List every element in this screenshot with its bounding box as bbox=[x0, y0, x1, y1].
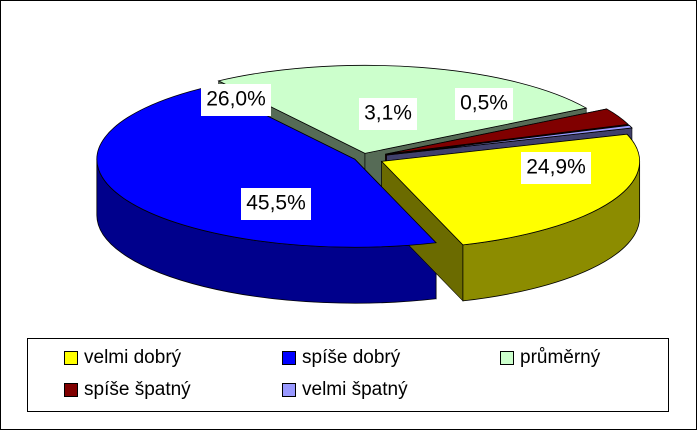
data-label: 0,5% bbox=[455, 88, 513, 120]
legend-swatch bbox=[64, 383, 78, 397]
svg-text:45,5%: 45,5% bbox=[246, 192, 306, 215]
legend-label: velmi špatný bbox=[302, 379, 408, 400]
legend-swatch bbox=[500, 351, 514, 365]
data-label: 3,1% bbox=[359, 98, 417, 130]
legend-label: spíše dobrý bbox=[302, 347, 401, 368]
legend-item-velmi-spatny: velmi špatný bbox=[282, 379, 408, 401]
legend-item-prumerny: průměrný bbox=[500, 347, 600, 369]
legend-swatch bbox=[64, 351, 78, 365]
svg-text:26,0%: 26,0% bbox=[206, 88, 266, 111]
data-label: 26,0% bbox=[201, 84, 271, 116]
pie-chart: 24,9% 45,5% 26,0% 3,1% 0,5% bbox=[96, 64, 641, 304]
data-label: 24,9% bbox=[521, 152, 591, 184]
pie-slice bbox=[385, 108, 630, 155]
pie-slice bbox=[386, 124, 633, 156]
legend-label: průměrný bbox=[520, 347, 601, 368]
legend-label: velmi dobrý bbox=[84, 347, 182, 368]
pie-slice bbox=[96, 86, 437, 248]
svg-text:0,5%: 0,5% bbox=[460, 92, 508, 115]
legend-item-spise-dobry: spíše dobrý bbox=[282, 347, 400, 369]
svg-text:3,1%: 3,1% bbox=[364, 102, 412, 125]
legend: velmi dobrý spíše dobrý průměrný spíše š… bbox=[27, 338, 669, 412]
svg-text:24,9%: 24,9% bbox=[526, 156, 586, 179]
legend-swatch bbox=[282, 383, 296, 397]
legend-item-velmi-dobry: velmi dobrý bbox=[64, 347, 181, 369]
legend-label: spíše špatný bbox=[84, 379, 191, 400]
legend-item-spise-spatny: spíše špatný bbox=[64, 379, 191, 401]
data-label: 45,5% bbox=[241, 188, 311, 220]
legend-swatch bbox=[282, 351, 296, 365]
